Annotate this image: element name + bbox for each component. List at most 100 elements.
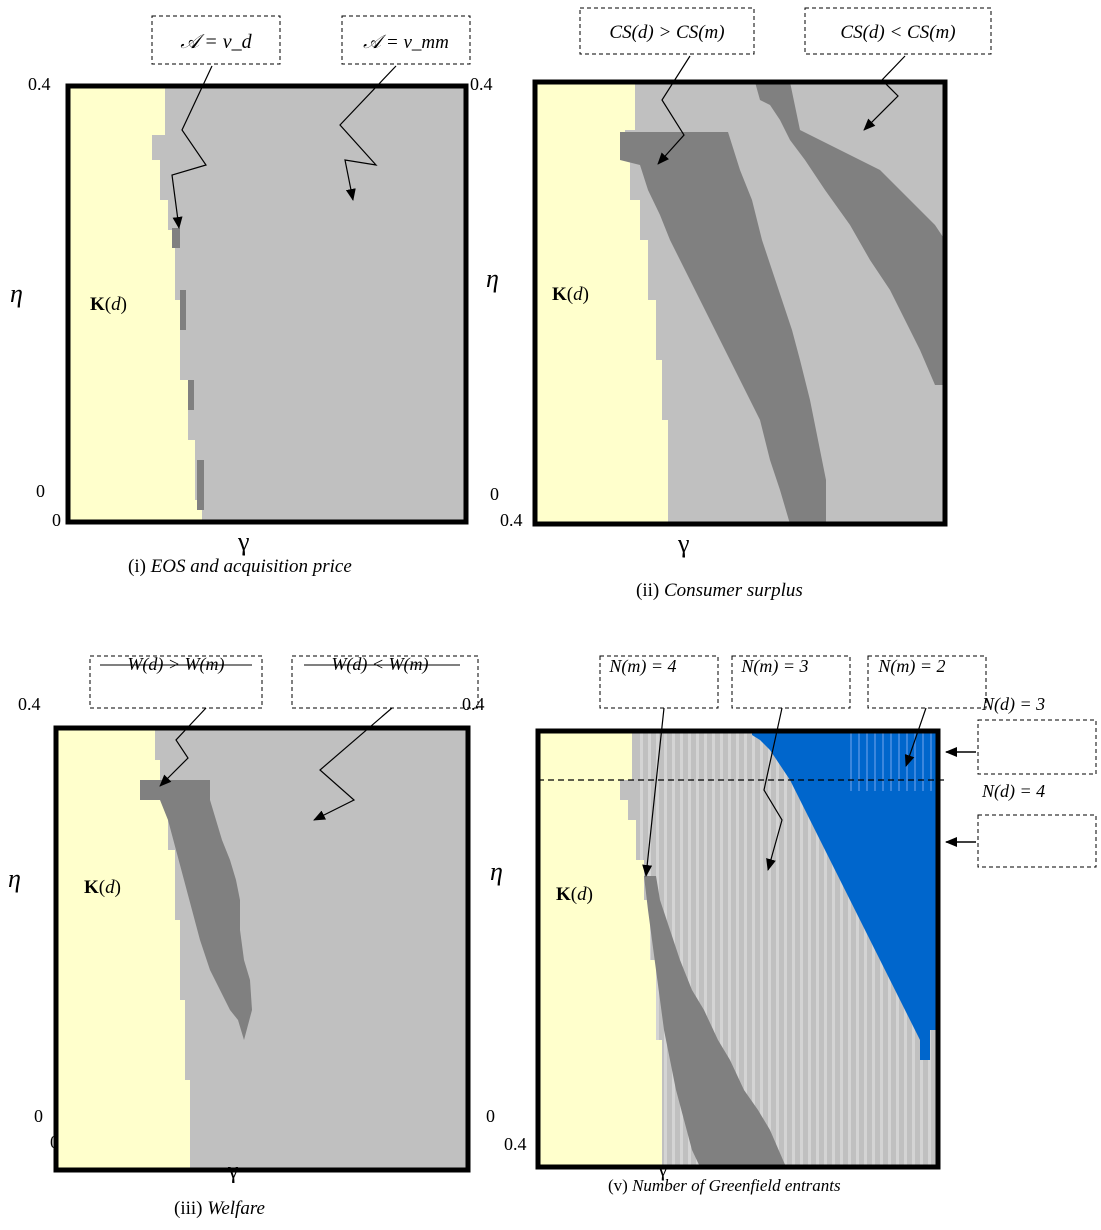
panel-i-x-label: γ	[237, 527, 250, 556]
panel-v-stripe	[696, 731, 699, 1167]
panel-v-blue-stripe	[874, 731, 876, 791]
panel-v-stripe	[760, 731, 763, 1167]
panel-iii-arrow-1	[159, 707, 207, 787]
panel-v-stripe	[872, 731, 875, 1167]
panel-v-stripe	[832, 731, 835, 1167]
panel-i-box-vd-text: 𝒜 = v_d	[180, 31, 252, 53]
caption-panel-v-num: (v)	[608, 1176, 628, 1195]
panel-v-stripe	[840, 731, 843, 1167]
caption-panel-i: (i) EOS and acquisition price	[128, 556, 352, 578]
panel-v-stripe	[728, 731, 731, 1167]
caption-panel-iii-title: Welfare	[207, 1198, 265, 1219]
panel-v-stripe	[752, 731, 755, 1167]
panel-i-x-left-tick: 0	[52, 510, 61, 530]
panel-v-arrow-n3	[763, 707, 783, 871]
panel-v-side-label-nd4: N(d) = 4	[981, 781, 1045, 802]
panel-iii-x-label: γ	[227, 1158, 239, 1184]
panel-v-yellow-region	[538, 731, 662, 1167]
panel-i-frame	[65, 83, 469, 525]
panel-iii-dark-region	[140, 780, 252, 1040]
panel-i-y-label: η	[10, 279, 23, 308]
panel-ii-dark-band-1	[620, 132, 826, 524]
panel-iii-region-label: K(d)	[84, 877, 121, 898]
panel-v-arrow-n4	[642, 707, 665, 877]
panel-v-region-label: K(d)	[556, 884, 593, 905]
panel-ii-dark-band-2	[755, 82, 945, 385]
panel-i-yellow-region	[68, 86, 202, 522]
panel-v-box-n4-text: N(m) = 4	[608, 656, 676, 677]
panel-i-dark-strip	[197, 460, 204, 510]
panel-v-side-box-nd3	[977, 719, 1097, 775]
panel-v-stripe	[768, 731, 771, 1167]
panel-i-dark-strip	[188, 380, 194, 410]
panel-iii-x-left-tick: 0	[50, 1132, 59, 1152]
panel-v-blue-stripe	[914, 731, 916, 791]
caption-panel-iii-num: (iii)	[174, 1198, 203, 1219]
panel-v-blue-stripe	[898, 731, 900, 791]
panel-i: 𝒜 = v_d 𝒜 = v_mm 0.4 0 0 η γ K(d)	[10, 15, 471, 556]
panel-ii-box-1	[579, 7, 755, 55]
panel-ii-box-2-text: CS(d) < CS(m)	[840, 22, 955, 43]
panel-i-dark-strip	[172, 228, 180, 248]
panel-i-box-vmm-text: 𝒜 = v_mm	[363, 32, 449, 53]
caption-panel-v: (v) Number of Greenfield entrants	[608, 1176, 841, 1196]
panel-ii-x-left-tick: 0.4	[500, 510, 523, 530]
panel-i-y-top-tick: 0.4	[28, 74, 51, 94]
panel-v-y-top-tick: 0.4	[462, 694, 485, 714]
panel-ii-yellow-region	[535, 82, 668, 524]
panel-i-arrow-vd	[171, 65, 213, 229]
panel-ii-box-2	[804, 7, 992, 55]
panel-v-stripe	[848, 731, 851, 1167]
panel-v-blue-stripe	[922, 731, 924, 791]
panel-i-region-label: K(d)	[90, 294, 127, 315]
panel-v-stripe	[856, 731, 859, 1167]
panel-iii-y-bottom-tick: 0	[34, 1106, 43, 1126]
panel-v-stripe	[784, 731, 787, 1167]
panel-v-blue-stripe	[930, 731, 932, 791]
panel-v-stripe	[792, 731, 795, 1167]
panel-v-y-bottom-tick: 0	[486, 1106, 495, 1126]
panel-v-blue-stripe	[858, 731, 860, 791]
caption-panel-ii-num: (ii)	[636, 580, 660, 601]
panel-v-stripe	[744, 731, 747, 1167]
panel-v-stripe	[680, 731, 683, 1167]
panel-v-blue-stripe	[866, 731, 868, 791]
panel-v-stripe	[736, 731, 739, 1167]
panel-ii-y-bottom-tick: 0	[490, 484, 499, 504]
panel-v-y-label: η	[490, 857, 503, 886]
panel-v-side-label-nd3: N(d) = 3	[981, 694, 1045, 715]
panel-ii-frame	[532, 79, 948, 527]
panel-v-stripe	[720, 731, 723, 1167]
panel-v-stripe	[712, 731, 715, 1167]
panel-v-stripe	[800, 731, 803, 1167]
panel-v-box-n4	[599, 655, 719, 709]
panel-v-frame	[535, 728, 941, 1170]
panel-v-stripe	[704, 731, 707, 1167]
panel-v-box-n2	[867, 655, 987, 709]
panel-iii-frame	[53, 725, 471, 1173]
panel-ii-y-label: η	[486, 264, 499, 293]
caption-panel-iii: (iii) Welfare	[174, 1198, 265, 1220]
caption-panel-ii-title: Consumer surplus	[663, 580, 803, 601]
panel-v-stripe	[688, 731, 691, 1167]
panel-v-box-n3-text: N(m) = 3	[740, 656, 808, 677]
panel-v-blue-stripe	[850, 731, 852, 791]
panel-ii: CS(d) > CS(m) CS(d) < CS(m) 0.4 0 0.4 η …	[470, 7, 992, 558]
panel-ii-y-top-tick: 0.4	[470, 74, 493, 94]
panel-v-blue-stripe	[890, 731, 892, 791]
panel-iii: W(d) > W(m) W(d) < W(m) 0.4 0 0 η γ K(d)	[8, 654, 479, 1184]
panel-v-stripe	[776, 731, 779, 1167]
panel-v-x-label: γ	[657, 1156, 668, 1181]
panel-i-box-vd	[151, 15, 281, 65]
panel-v-stripe	[808, 731, 811, 1167]
panel-iii-y-label: η	[8, 864, 21, 893]
panel-i-y-bottom-tick: 0	[36, 481, 45, 501]
panel-iii-arrow-2	[313, 707, 393, 821]
panel-v-stripe	[816, 731, 819, 1167]
panel-ii-region-label: K(d)	[552, 284, 589, 305]
panel-iii-yellow-region	[56, 728, 190, 1170]
panel-i-box-vmm	[341, 15, 471, 65]
panel-v: N(m) = 4 N(m) = 3 N(m) = 2 N(d) = 3 N(d)…	[462, 655, 1097, 1181]
panel-v-box-n3	[731, 655, 851, 709]
